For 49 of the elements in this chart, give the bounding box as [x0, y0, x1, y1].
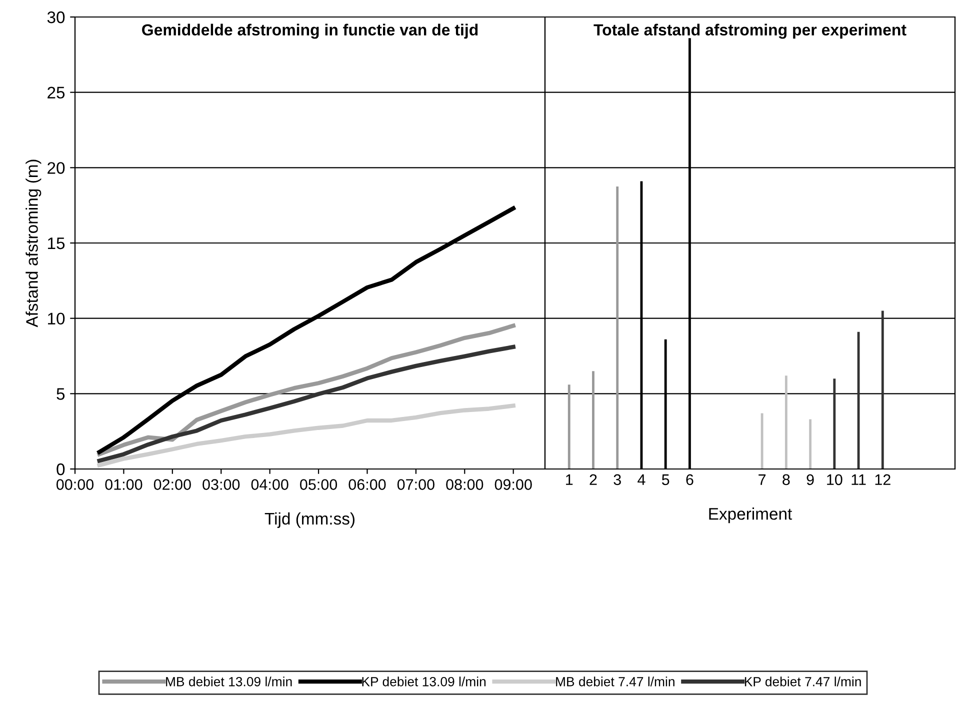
y-tick-label: 20 [48, 162, 65, 174]
x-tick-label: 05:00 [300, 479, 338, 490]
bar [809, 419, 812, 469]
x-tick-label: 02:00 [154, 479, 191, 490]
line-series [97, 324, 516, 456]
x-tick-label: 06:00 [348, 479, 386, 490]
y-tick-label: 10 [48, 312, 65, 325]
x-tick-label: 8 [782, 474, 790, 486]
x-tick-label: 9 [806, 474, 814, 486]
legend-label: KP debiet 13.09 l/min [362, 676, 486, 686]
x-tick-label: 07:00 [397, 479, 434, 490]
bar [784, 376, 788, 469]
x-tick-label: 10 [827, 474, 842, 486]
x-tick-label: 4 [638, 474, 646, 485]
x-tick-label: 11 [852, 474, 866, 485]
y-axis-title: Afstand afstroming (m) [26, 160, 42, 328]
x-tick-label: 01:00 [105, 479, 142, 490]
y-tick-label: 5 [56, 388, 65, 400]
x-tick-label: 3 [614, 474, 621, 486]
x-axis-title: Experiment [709, 508, 792, 524]
bar [592, 371, 594, 469]
line-series [97, 404, 516, 468]
x-tick-label: 00:00 [56, 479, 94, 490]
x-tick-label: 6 [686, 474, 694, 486]
x-tick-label: 03:00 [202, 479, 240, 490]
legend-label: MB debiet 7.47 l/min [556, 676, 674, 686]
y-tick-label: 30 [47, 11, 65, 24]
x-tick-label: 08:00 [446, 479, 484, 490]
y-tick-label: 25 [48, 86, 65, 99]
bar [881, 310, 884, 469]
x-tick-label: 1 [566, 474, 573, 485]
bar [760, 413, 764, 469]
x-tick-label: 04:00 [251, 479, 288, 490]
x-tick-label: 09:00 [494, 479, 532, 490]
bar [833, 378, 836, 469]
line-series [97, 344, 516, 463]
legend-label: KP debiet 7.47 l/min [744, 676, 861, 686]
x-tick-label: 2 [590, 474, 597, 485]
chart-title: Totale afstand afstroming per experiment [594, 24, 906, 39]
x-axis-title: Tijd (mm:ss) [264, 512, 354, 528]
legend-label: MB debiet 13.09 l/min [166, 676, 292, 686]
y-tick-label: 15 [48, 238, 65, 250]
chart-title: Gemiddelde afstroming in functie van de tijd [142, 24, 478, 39]
x-tick-label: 12 [875, 474, 890, 485]
y-tick-label: 0 [56, 463, 65, 476]
bar [616, 186, 619, 469]
bar [568, 384, 570, 469]
x-tick-label: 5 [662, 474, 670, 486]
x-tick-label: 7 [758, 474, 766, 485]
